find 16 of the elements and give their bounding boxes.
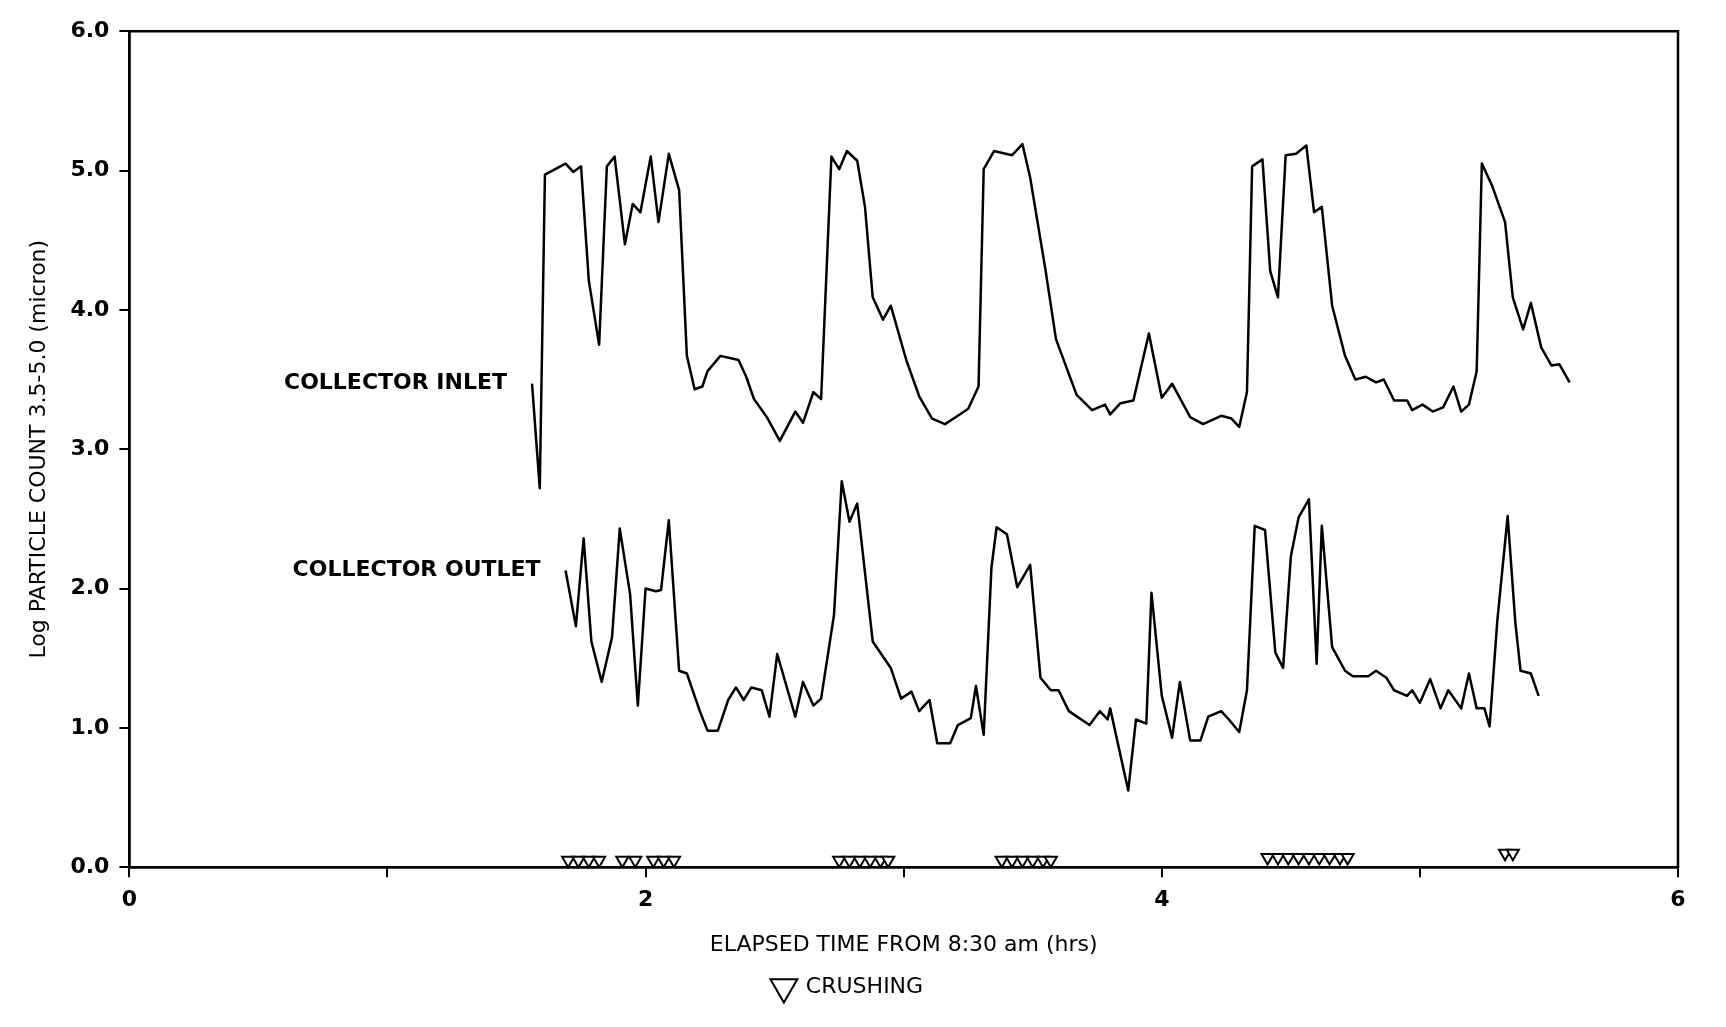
x-tick-label: 4 [1154,886,1170,912]
y-tick-label: 3.0 [70,434,110,460]
y-tick-label: 5.0 [70,156,110,182]
y-tick-label: 0.0 [70,852,110,878]
y-tick-label: 6.0 [70,16,110,42]
series-label: COLLECTOR INLET [283,369,508,395]
y-axis-title: Log PARTICLE COUNT 3.5-5.0 (micron) [24,239,50,659]
x-tick-label: 0 [121,886,138,912]
y-tick-label: 2.0 [70,574,110,600]
x-tick-label: 6 [1670,886,1686,912]
y-tick-label: 4.0 [70,295,110,321]
x-axis-title: ELAPSED TIME FROM 8:30 am (hrs) [709,930,1098,956]
series-label: COLLECTOR OUTLET [292,556,541,582]
legend-label: CRUSHING [805,972,924,998]
y-tick-label: 1.0 [70,713,110,739]
x-tick-label: 2 [637,886,654,912]
